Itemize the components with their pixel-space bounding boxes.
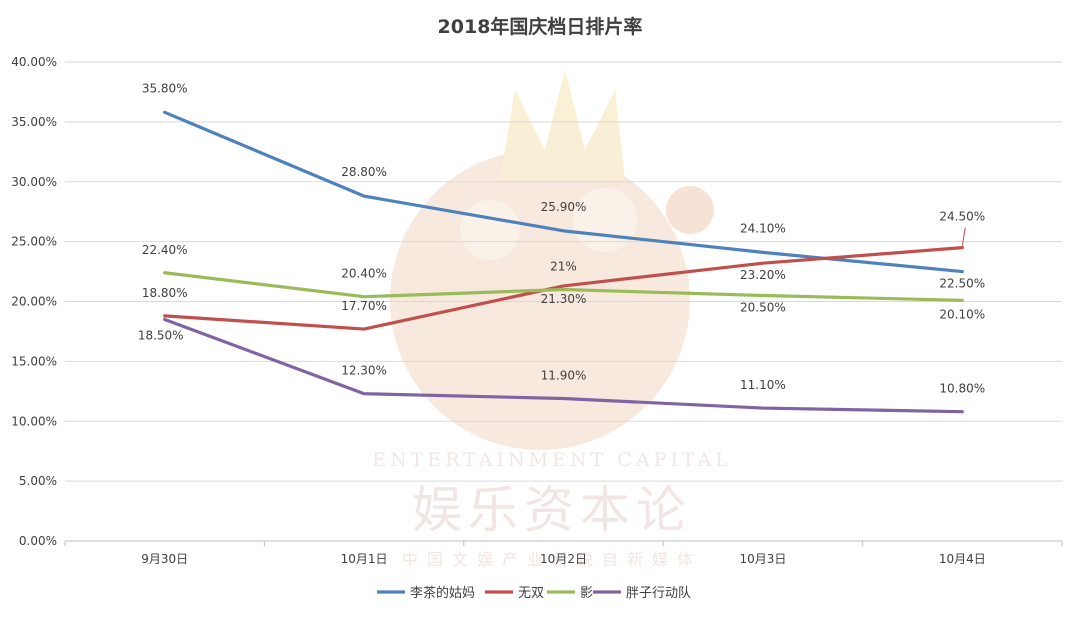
y-tick-label: 30.00%: [11, 175, 57, 189]
y-axis: 0.00% 5.00% 10.00% 15.00% 20.00% 25.00% 30.00%…: [11, 55, 57, 548]
data-label: 21%: [550, 260, 577, 274]
legend-label-2: 无双: [518, 586, 544, 601]
y-tick-label: 0.00%: [19, 534, 57, 548]
watermark-chinese-text: 娱乐资本论: [412, 481, 692, 539]
data-label: 20.40%: [341, 267, 387, 281]
x-axis: 9月30日 10月1日 10月2日 10月3日 10月4日: [64, 541, 1063, 566]
legend-label-4: 胖子行动队: [626, 586, 691, 601]
x-tick-label: 10月4日: [939, 552, 986, 566]
data-label: 17.70%: [341, 299, 387, 313]
data-label: 21.30%: [541, 292, 587, 306]
watermark-tagline-text: 中国文娱产业新锐自新媒体: [402, 550, 702, 569]
data-label: 23.20%: [740, 268, 786, 282]
data-label: 35.80%: [142, 81, 188, 95]
y-tick-label: 25.00%: [11, 235, 57, 249]
data-label: 24.50%: [939, 210, 985, 224]
x-tick-label: 9月30日: [141, 552, 188, 566]
legend-label-3: 影: [580, 586, 593, 601]
data-label: 11.90%: [541, 368, 587, 382]
data-label: 20.10%: [939, 307, 985, 321]
y-tick-label: 10.00%: [11, 414, 57, 428]
gridlines: [65, 61, 1062, 542]
y-tick-label: 15.00%: [11, 354, 57, 368]
data-label: 10.80%: [939, 382, 985, 396]
data-label: 28.80%: [341, 165, 387, 179]
data-label: 12.30%: [341, 364, 387, 378]
series-lines: [163, 110, 964, 414]
data-label-leader-line: [961, 227, 966, 246]
watermark-english-text: ENTERTAINMENT CAPITAL: [372, 449, 732, 471]
chart-title: 2018年国庆档日排片率: [438, 15, 643, 38]
data-label: 18.50%: [138, 328, 184, 342]
legend-label-1: 李茶的姑妈: [410, 585, 475, 601]
watermark-mascot-eye-left: [460, 200, 520, 260]
data-labels: 35.80% 28.80% 25.90% 24.10% 22.50% 18.80% 17.7…: [138, 81, 985, 395]
x-tick-label: 10月3日: [739, 552, 786, 566]
y-tick-label: 5.00%: [19, 474, 57, 488]
data-label: 25.90%: [541, 200, 587, 214]
legend: 李茶的姑妈 无双 影 胖子行动队: [377, 585, 691, 601]
watermark: ENTERTAINMENT CAPITAL 娱乐资本论 中国文娱产业新锐自新媒体: [372, 70, 732, 569]
watermark-mascot-ear: [666, 186, 714, 234]
x-tick-label: 10月2日: [540, 552, 587, 566]
data-label: 18.80%: [142, 286, 188, 300]
y-tick-label: 20.00%: [11, 295, 57, 309]
data-label: 11.10%: [740, 378, 786, 392]
x-tick-label: 10月1日: [341, 552, 388, 566]
y-tick-label: 40.00%: [11, 55, 57, 69]
data-label: 22.40%: [142, 243, 188, 257]
data-label: 24.10%: [740, 221, 786, 235]
data-label: 22.50%: [939, 277, 985, 291]
data-label: 20.50%: [740, 301, 786, 315]
watermark-mascot-eye-right: [573, 188, 637, 252]
watermark-crown-icon: [500, 70, 625, 180]
y-tick-label: 35.00%: [11, 115, 57, 129]
